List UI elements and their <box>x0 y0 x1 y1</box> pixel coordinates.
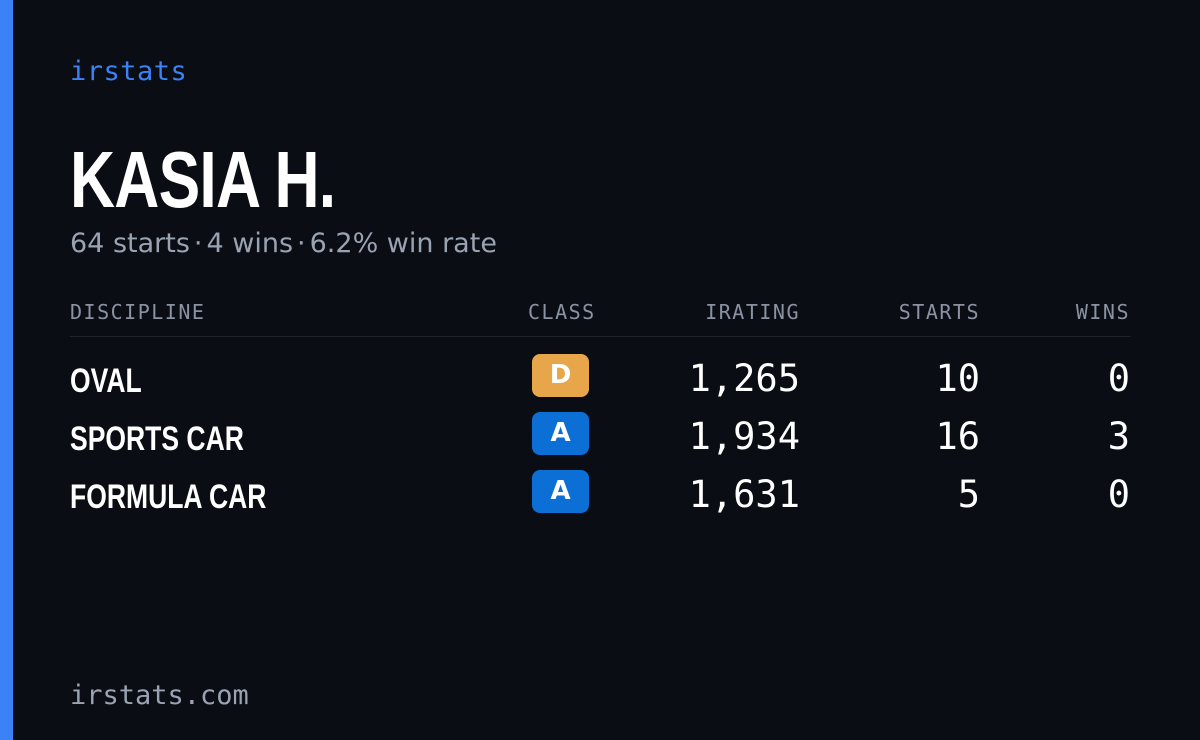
summary-separator: · <box>297 228 306 259</box>
irating-value: 1,265 <box>688 357 800 400</box>
discipline-name: SPORTS CAR <box>70 420 244 458</box>
header-divider <box>70 336 1131 337</box>
brand-logo: irstats <box>70 56 188 87</box>
starts-value: 10 <box>935 357 980 400</box>
column-header-starts: STARTS <box>898 300 980 324</box>
column-header-irating: IRATING <box>705 300 800 324</box>
driver-name: KASIA H. <box>70 135 336 224</box>
table-row: OVAL D 1,265 10 0 <box>0 354 1200 412</box>
summary-win-rate: 6.2% win rate <box>309 228 497 259</box>
starts-value: 5 <box>957 473 980 516</box>
wins-value: 3 <box>1107 415 1130 458</box>
footer-url[interactable]: irstats.com <box>70 680 249 711</box>
accent-bar <box>0 0 13 740</box>
column-header-class: CLASS <box>528 300 596 324</box>
table-row: SPORTS CAR A 1,934 16 3 <box>0 412 1200 470</box>
summary-separator: · <box>193 228 203 259</box>
class-badge: A <box>532 412 589 455</box>
wins-value: 0 <box>1107 473 1130 516</box>
table-row: FORMULA CAR A 1,631 5 0 <box>0 470 1200 528</box>
class-badge: D <box>532 354 589 397</box>
column-header-discipline: DISCIPLINE <box>70 300 206 324</box>
class-badge: A <box>532 470 589 513</box>
column-header-wins: WINS <box>1075 300 1130 324</box>
starts-value: 16 <box>935 415 980 458</box>
discipline-name: OVAL <box>70 362 142 400</box>
summary-starts: 64 starts <box>70 228 190 259</box>
summary-wins: 4 wins <box>206 228 294 259</box>
discipline-name: FORMULA CAR <box>70 478 267 516</box>
irating-value: 1,631 <box>688 473 800 516</box>
wins-value: 0 <box>1107 357 1130 400</box>
driver-summary: 64 starts · 4 wins · 6.2% win rate <box>70 228 497 259</box>
irating-value: 1,934 <box>688 415 800 458</box>
